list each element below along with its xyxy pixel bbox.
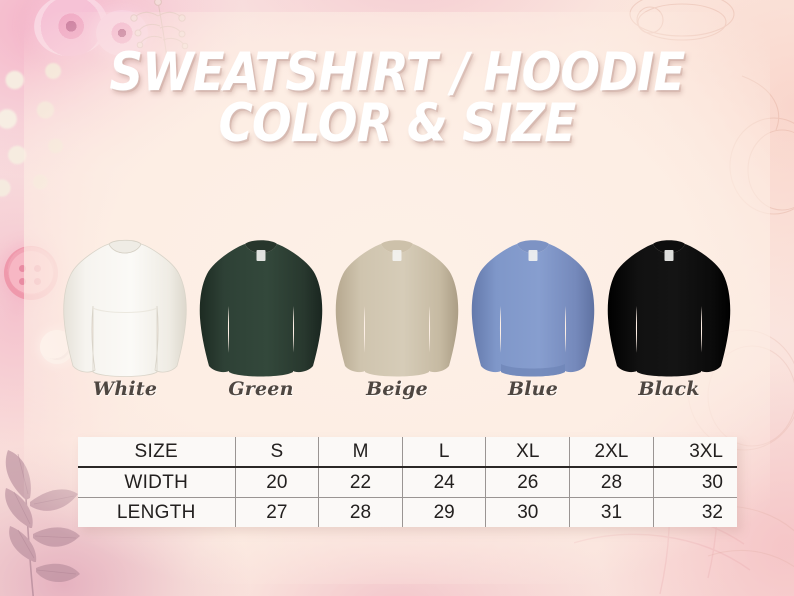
- length-3xl: 32: [701, 501, 723, 523]
- width-3xl: 30: [653, 467, 737, 498]
- sweatshirt-icon: [335, 240, 459, 377]
- sweatshirt-icon: [471, 240, 595, 377]
- garment-green: [198, 230, 324, 382]
- header-cell-s: S: [235, 437, 320, 468]
- garment-black: [606, 230, 732, 382]
- neck-label: [256, 250, 266, 261]
- size-table: SIZE S M L XL 2XL 3XL WIDTH 20 22 24 26 …: [78, 437, 737, 527]
- row-label-length: LENGTH: [78, 497, 236, 527]
- length-l: 29: [402, 497, 487, 527]
- color-label-white: White: [92, 378, 158, 400]
- length-2xl: 31: [569, 497, 654, 527]
- garment-blue: [470, 230, 596, 382]
- width-s: 20: [235, 467, 320, 498]
- header-cell-size: SIZE: [78, 437, 236, 468]
- row-label-width: WIDTH: [78, 467, 236, 498]
- length-s: 27: [235, 497, 320, 527]
- header-cell-2xl: 2XL: [569, 437, 654, 468]
- table-row-width: WIDTH 20 22 24 26 28 30: [78, 467, 737, 498]
- header-cell-m: M: [318, 437, 403, 468]
- sweatshirt-icon: [607, 240, 731, 377]
- table-row-length: LENGTH 27 28 29 30 31 32: [78, 497, 737, 527]
- page-title: SWEATSHIRT / HOODIE COLOR & SIZE: [48, 42, 747, 154]
- color-label-blue: Blue: [508, 378, 558, 400]
- header-cell-3xl: 3XL: [653, 437, 737, 468]
- color-label-black: Black: [638, 378, 700, 400]
- length-m: 28: [318, 497, 403, 527]
- width-m: 22: [318, 467, 403, 498]
- neck-label: [392, 250, 402, 261]
- garment-row: [62, 222, 732, 382]
- table-row-header: SIZE S M L XL 2XL 3XL: [78, 437, 737, 468]
- sweatshirt-icon: [199, 240, 323, 377]
- color-label-green: Green: [228, 378, 294, 400]
- width-l: 24: [402, 467, 487, 498]
- width-xl: 26: [485, 467, 571, 498]
- sweatshirt-icon: [63, 239, 187, 377]
- title-line-1: SWEATSHIRT / HOODIE: [109, 42, 685, 103]
- color-label-beige: Beige: [366, 378, 428, 400]
- neck-label: [664, 250, 674, 261]
- neck-label: [528, 250, 538, 261]
- length-xl: 30: [485, 497, 571, 527]
- color-label-row: White Green Beige Blue Black: [62, 378, 732, 400]
- garment-beige: [334, 230, 460, 382]
- width-2xl: 28: [569, 467, 654, 498]
- header-cell-xl: XL: [485, 437, 571, 468]
- garment-white: [62, 230, 188, 382]
- title-line-2: COLOR & SIZE: [218, 92, 577, 154]
- header-cell-l: L: [402, 437, 487, 468]
